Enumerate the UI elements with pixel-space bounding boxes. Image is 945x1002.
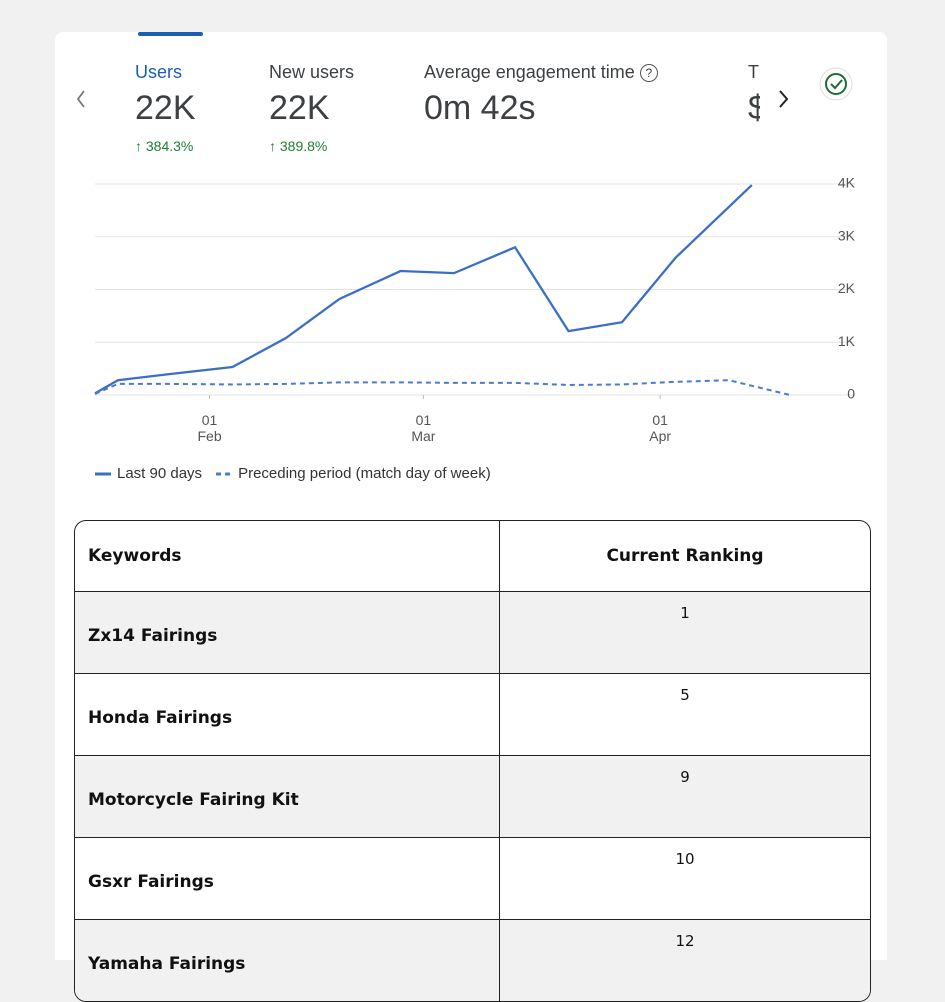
metric-value: 22K [269,89,330,127]
table-row: Gsxr Fairings 10 [75,838,870,920]
keyword-cell: Zx14 Fairings [75,592,500,674]
legend-label: Last 90 days [117,465,202,482]
metric-label: T [748,62,759,82]
status-icon-check [830,79,843,90]
metric-value: $ [748,89,760,127]
table-row: Honda Fairings 5 [75,674,870,756]
header-cell: Current Ranking [500,521,870,592]
x-tick-label: 01 Apr [649,412,671,444]
y-tick-label: 2K [838,280,856,296]
label-text: Average engagement time [424,62,635,82]
x-tick-label-line: 01 [416,412,432,428]
ranking-cell: 12 [500,920,870,1001]
x-tick-label-line: 01 [202,412,218,428]
ranking-cell: 1 [500,592,870,674]
prev-arrow[interactable] [76,90,85,108]
next-arrow[interactable] [779,90,789,108]
x-tick-label-line: Mar [411,428,435,444]
series-line [94,379,791,396]
x-tick-label-line: Feb [197,428,221,444]
x-tick-label: 01 Mar [411,412,435,444]
metric-value: 0m 42s [424,89,536,127]
status-icon [819,67,853,101]
metric-label: Users [135,62,183,82]
y-tick-label: 1K [838,333,856,349]
keyword-cell: Motorcycle Fairing Kit [75,756,500,838]
metric-tab[interactable]: Users 22K ↑ 384.3% [135,62,196,154]
header-cell: Keywords [75,521,500,592]
keyword-cell: Honda Fairings [75,674,500,756]
table-row: Zx14 Fairings 1 [75,592,870,674]
ranking-cell: 10 [500,838,870,920]
change-value: 384.3% [145,138,194,154]
ranking-cell: 9 [500,756,870,838]
x-tick-label-line: Apr [649,428,671,444]
metric-label: New users [269,62,355,82]
table-row: Yamaha Fairings 12 [75,920,870,1001]
legend-label: Preceding period (match day of week) [238,465,491,482]
ranking-table: Keywords Current Ranking Zx14 Fairings 1 Ho… [74,520,871,1002]
series-line [94,184,753,395]
metric-change: ↑ 389.8% [269,138,328,154]
metric-tab[interactable]: Average engagement time ? 0m 42s [424,62,658,128]
y-tick-label: 4K [838,175,856,191]
keyword-cell: Gsxr Fairings [75,838,500,920]
analytics-card: 0 1K 2K 3K 4K 01 Feb 01 Mar 01 Apr Last 90 days Prec… [55,32,887,500]
x-tick-label: 01 Feb [197,412,221,444]
y-tick-label: 0 [847,386,855,402]
metric-value: 22K [135,89,196,127]
metric-tab[interactable]: T $ [748,62,760,128]
keyword-cell: Yamaha Fairings [75,920,500,1001]
table-area: Keywords Current Ranking Zx14 Fairings 1 Ho… [55,500,887,1002]
status-icon-ring [825,73,847,95]
x-tick-label-line: 01 [652,412,668,428]
active-tab-indicator [138,32,203,36]
y-tick-label: 3K [838,227,856,243]
metric-change: ↑ 384.3% [135,138,194,154]
metric-label: Average engagement time ? [424,62,658,83]
ranking-cell: 5 [500,674,870,756]
metric-tab[interactable]: New users 22K ↑ 389.8% [269,62,354,154]
table-row: Motorcycle Fairing Kit 9 [75,756,870,838]
change-value: 389.8% [279,138,328,154]
